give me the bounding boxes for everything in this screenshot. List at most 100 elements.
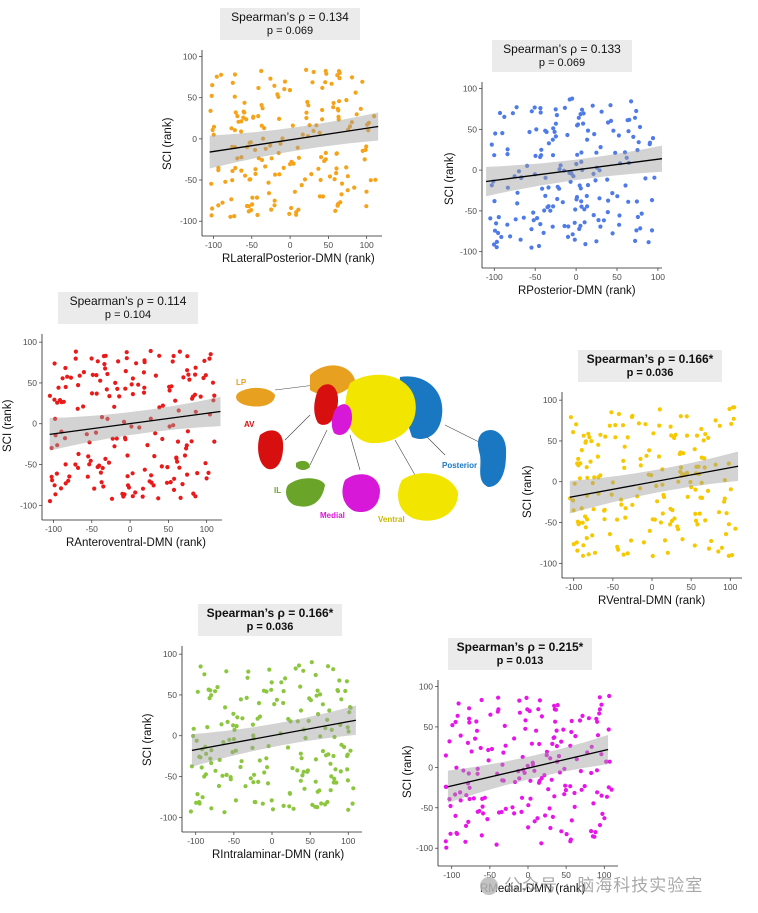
data-point <box>526 825 531 830</box>
data-point <box>600 811 605 816</box>
data-point <box>281 689 286 694</box>
data-point <box>597 168 602 173</box>
data-point <box>213 768 218 773</box>
data-point <box>542 773 547 778</box>
data-point <box>113 380 118 385</box>
data-point <box>695 522 700 527</box>
data-point <box>65 374 70 379</box>
data-point <box>685 494 690 499</box>
data-point <box>474 719 479 724</box>
x-tick-label: 0 <box>270 836 275 846</box>
data-point <box>660 467 665 472</box>
data-point <box>209 93 214 98</box>
data-point <box>349 75 355 80</box>
data-point <box>320 194 326 199</box>
ventral-nucleus-small <box>398 473 458 521</box>
data-point <box>607 759 612 764</box>
x-tick-label: 100 <box>651 272 665 282</box>
data-point <box>363 147 368 152</box>
data-point <box>733 526 738 531</box>
data-point <box>89 356 94 361</box>
data-point <box>105 371 110 377</box>
data-point <box>244 695 249 700</box>
data-point <box>333 767 338 772</box>
data-point <box>250 195 255 200</box>
data-point <box>173 398 178 403</box>
data-point <box>172 476 177 481</box>
data-point <box>364 204 369 209</box>
data-point <box>540 186 545 191</box>
data-point <box>323 753 329 758</box>
data-point <box>579 199 584 204</box>
data-point <box>576 456 581 461</box>
data-point <box>263 164 268 169</box>
data-point <box>526 803 531 808</box>
x-tick-label: 100 <box>597 870 611 880</box>
data-point <box>140 486 146 491</box>
data-point <box>573 734 578 739</box>
data-point <box>98 378 103 383</box>
data-point <box>157 353 162 358</box>
data-point <box>525 763 530 768</box>
data-point <box>233 165 238 171</box>
data-point <box>647 448 652 453</box>
data-point <box>345 725 350 730</box>
medial-nucleus-small <box>342 474 380 513</box>
data-point <box>678 469 683 474</box>
data-point <box>577 520 582 525</box>
data-point <box>282 87 287 92</box>
data-point <box>333 208 338 213</box>
data-point <box>703 432 708 437</box>
data-point <box>542 208 547 213</box>
data-point <box>198 394 203 399</box>
y-tick-label: -100 <box>160 812 177 822</box>
data-point <box>283 676 288 681</box>
data-point <box>575 152 580 157</box>
data-point <box>193 365 198 370</box>
data-point <box>448 803 453 809</box>
y-tick-label: -100 <box>180 216 197 226</box>
data-point <box>289 205 294 211</box>
data-point <box>613 423 618 428</box>
data-point <box>81 370 86 375</box>
data-point <box>259 103 264 108</box>
data-point <box>339 742 344 747</box>
data-point <box>366 128 371 133</box>
data-point <box>571 542 576 547</box>
data-point <box>365 122 370 127</box>
data-point <box>571 498 576 503</box>
x-tick-label: 0 <box>574 272 579 282</box>
data-point <box>496 215 501 220</box>
data-point <box>337 76 342 81</box>
data-point <box>230 178 235 183</box>
data-point <box>197 800 202 805</box>
data-point <box>232 727 237 732</box>
data-point <box>463 839 468 844</box>
data-point <box>660 482 665 487</box>
data-point <box>347 710 352 715</box>
data-point <box>337 99 342 104</box>
data-point <box>243 173 248 178</box>
data-point <box>692 447 697 452</box>
data-point <box>304 115 309 121</box>
data-point <box>528 796 533 801</box>
data-point <box>177 349 182 354</box>
data-point <box>657 407 662 412</box>
data-point <box>538 222 543 227</box>
data-point <box>102 362 107 367</box>
data-point <box>261 688 266 693</box>
data-point <box>320 117 325 122</box>
data-point <box>697 511 702 516</box>
data-point <box>448 831 453 836</box>
data-point <box>637 486 643 491</box>
data-point <box>546 141 551 146</box>
data-point <box>243 784 248 789</box>
data-point <box>315 688 320 693</box>
data-point <box>479 833 484 838</box>
data-point <box>211 124 217 129</box>
data-point <box>586 552 591 557</box>
data-point <box>334 166 339 171</box>
x-axis-label: RIntralaminar-DMN (rank) <box>212 849 345 861</box>
data-point <box>632 115 638 120</box>
data-point <box>68 375 74 380</box>
